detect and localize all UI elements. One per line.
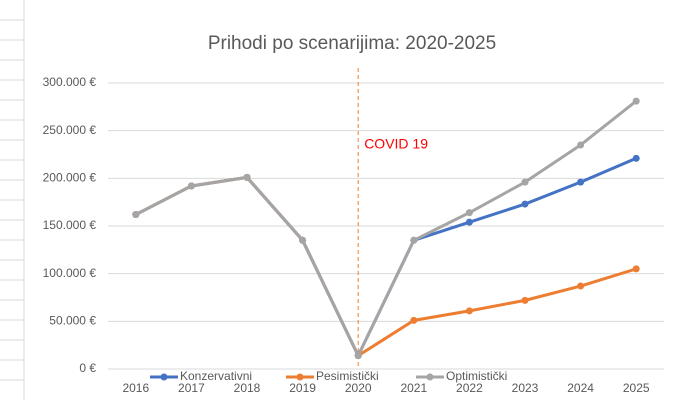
point: [299, 236, 307, 244]
legend-label: Konzervativni: [180, 369, 252, 383]
annotation: COVID 19: [364, 136, 428, 152]
point: [521, 200, 529, 208]
legend-marker: [296, 373, 304, 381]
y-tick-label: 150.000 €: [43, 218, 97, 232]
point: [577, 282, 585, 290]
point: [465, 218, 473, 226]
point: [577, 141, 585, 149]
x-tick-label: 2023: [512, 381, 539, 395]
x-tick-label: 2024: [567, 381, 594, 395]
series-line: [135, 175, 637, 358]
point: [410, 236, 418, 244]
sheet-edge: [0, 0, 25, 400]
point: [354, 352, 362, 360]
point: [521, 296, 529, 304]
point: [132, 211, 140, 219]
x-tick-label: 2018: [234, 381, 261, 395]
y-tick-label: 0 €: [79, 361, 96, 375]
series-line: [135, 99, 638, 358]
series-line: [135, 156, 637, 358]
point: [410, 316, 418, 324]
point: [243, 173, 251, 181]
legend-marker: [160, 373, 168, 381]
legend-label: Optimistički: [446, 369, 507, 383]
point: [632, 265, 640, 273]
legend-marker: [426, 373, 434, 381]
x-tick-label: 2019: [289, 381, 316, 395]
point: [632, 154, 640, 162]
legend-label: Pesimistički: [316, 369, 379, 383]
y-tick-label: 300.000 €: [43, 75, 97, 89]
point: [577, 178, 585, 186]
x-tick-label: 2021: [400, 381, 427, 395]
chart-title: Prihodi po scenarijima: 2020-2025: [208, 33, 496, 54]
x-tick-label: 2025: [623, 381, 650, 395]
point: [632, 97, 640, 105]
x-tick-label: 2016: [122, 381, 149, 395]
y-tick-label: 200.000 €: [43, 171, 97, 185]
point: [465, 209, 473, 217]
y-tick-label: 250.000 €: [43, 123, 97, 137]
x-tick-label: 2022: [456, 381, 483, 395]
x-tick-label: 2020: [345, 381, 372, 395]
y-tick-label: 50.000 €: [49, 314, 96, 328]
point: [465, 307, 473, 315]
x-tick-label: 2017: [178, 381, 205, 395]
point: [187, 182, 195, 190]
point: [521, 178, 529, 186]
y-tick-label: 100.000 €: [43, 266, 97, 280]
